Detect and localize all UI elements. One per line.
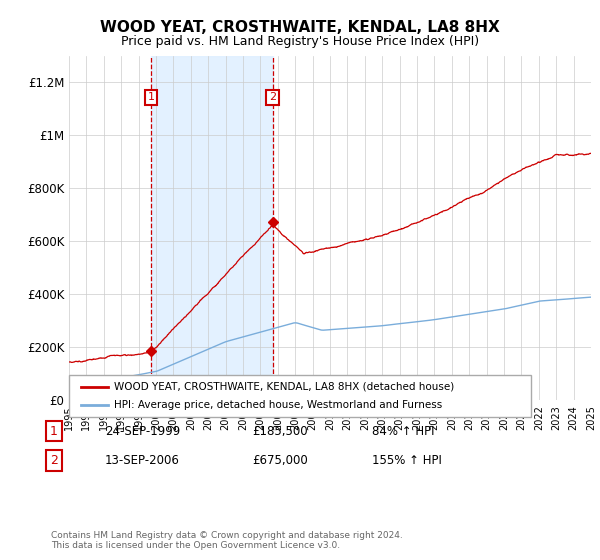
Text: 13-SEP-2006: 13-SEP-2006 xyxy=(105,454,180,467)
Text: 24-SEP-1999: 24-SEP-1999 xyxy=(105,424,180,438)
Text: 84% ↑ HPI: 84% ↑ HPI xyxy=(372,424,434,438)
Bar xyxy=(151,56,272,400)
Text: 1: 1 xyxy=(148,92,155,102)
Text: 1: 1 xyxy=(50,424,58,438)
Text: Price paid vs. HM Land Registry's House Price Index (HPI): Price paid vs. HM Land Registry's House … xyxy=(121,35,479,48)
Text: £675,000: £675,000 xyxy=(252,454,308,467)
Text: 2: 2 xyxy=(269,92,276,102)
Text: £185,500: £185,500 xyxy=(252,424,308,438)
Text: Contains HM Land Registry data © Crown copyright and database right 2024.
This d: Contains HM Land Registry data © Crown c… xyxy=(51,530,403,550)
Text: WOOD YEAT, CROSTHWAITE, KENDAL, LA8 8HX (detached house): WOOD YEAT, CROSTHWAITE, KENDAL, LA8 8HX … xyxy=(114,382,454,392)
Text: 2: 2 xyxy=(50,454,58,467)
Text: 155% ↑ HPI: 155% ↑ HPI xyxy=(372,454,442,467)
Text: HPI: Average price, detached house, Westmorland and Furness: HPI: Average price, detached house, West… xyxy=(114,400,442,410)
Text: WOOD YEAT, CROSTHWAITE, KENDAL, LA8 8HX: WOOD YEAT, CROSTHWAITE, KENDAL, LA8 8HX xyxy=(100,20,500,35)
